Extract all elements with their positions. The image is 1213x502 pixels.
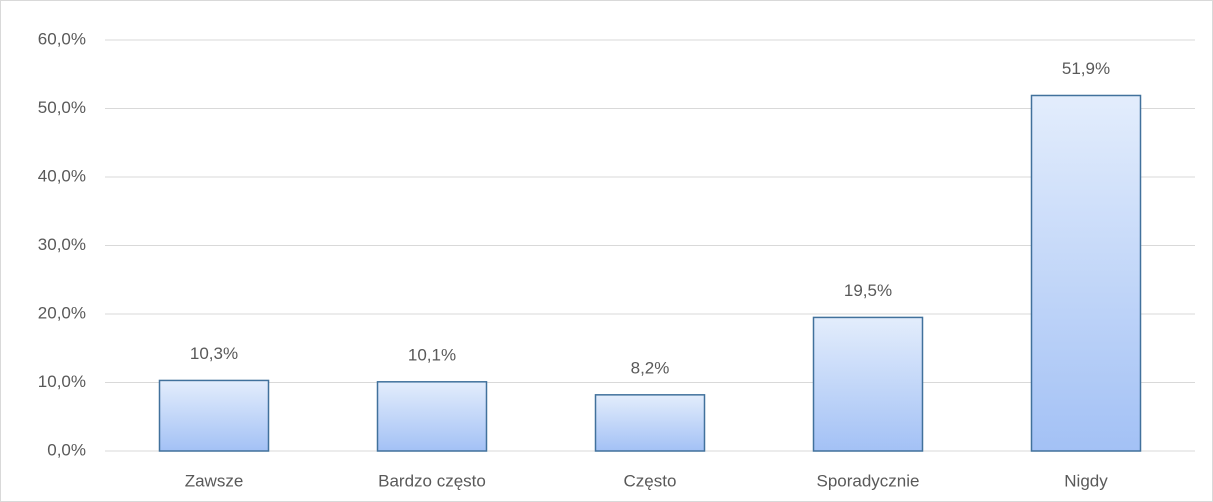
y-tick-label: 10,0% (38, 372, 86, 391)
y-tick-label: 0,0% (47, 440, 86, 459)
y-tick-label: 30,0% (38, 235, 86, 254)
x-tick-label: Zawsze (185, 471, 244, 490)
x-tick-label: Bardzo często (378, 471, 486, 490)
bar (812, 316, 924, 452)
bar (1030, 94, 1142, 452)
x-tick-label: Często (624, 471, 677, 490)
value-label: 10,1% (408, 345, 456, 364)
x-tick-label: Nigdy (1064, 471, 1108, 490)
y-tick-label: 50,0% (38, 98, 86, 117)
x-tick-label: Sporadycznie (816, 471, 919, 490)
value-label: 10,3% (190, 344, 238, 363)
value-label: 8,2% (631, 358, 670, 377)
bar (158, 379, 270, 452)
y-tick-label: 60,0% (38, 29, 86, 48)
value-label: 51,9% (1062, 59, 1110, 78)
bar (376, 381, 488, 452)
y-tick-label: 20,0% (38, 303, 86, 322)
value-label: 19,5% (844, 281, 892, 300)
y-tick-label: 40,0% (38, 166, 86, 185)
bar (594, 394, 706, 452)
